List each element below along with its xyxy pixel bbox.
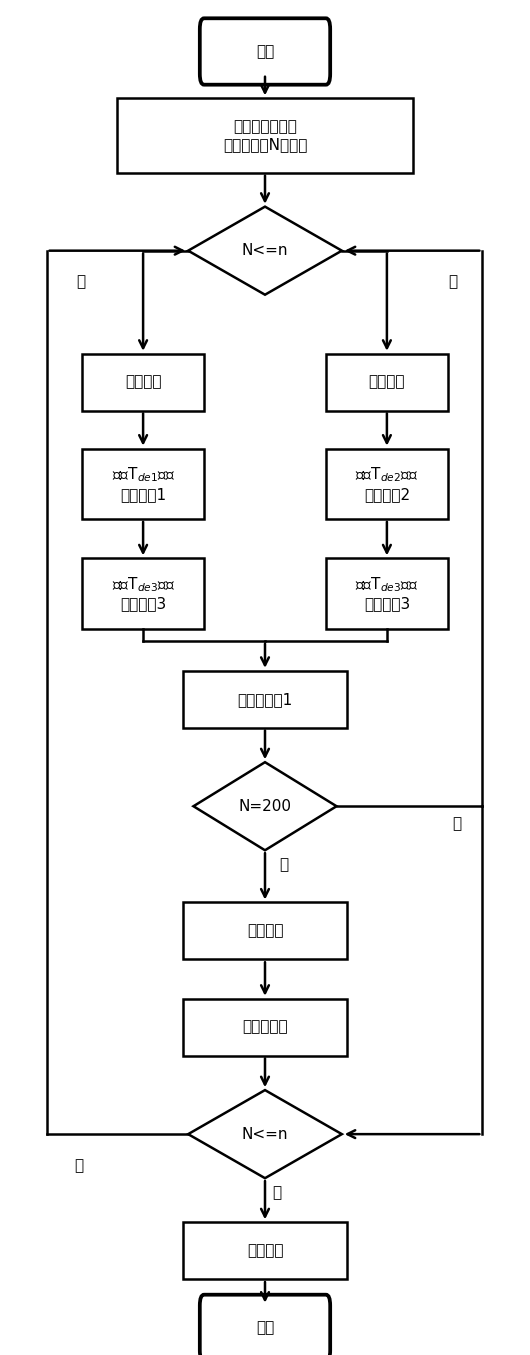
Polygon shape [193, 762, 337, 851]
Text: 延时T$_{de2}$开启
探测窗口2: 延时T$_{de2}$开启 探测窗口2 [355, 466, 419, 501]
Bar [183, 902, 347, 959]
Bar [82, 449, 204, 519]
Text: 延时T$_{de3}$开启
探测窗口3: 延时T$_{de3}$开启 探测窗口3 [111, 576, 175, 611]
FancyBboxPatch shape [200, 1295, 330, 1355]
Text: 开始: 开始 [256, 43, 274, 60]
FancyBboxPatch shape [200, 19, 330, 84]
Text: 否: 否 [448, 274, 458, 290]
Text: 激光激发: 激光激发 [125, 374, 161, 390]
Bar [326, 449, 448, 519]
Bar [326, 354, 448, 411]
Text: 是: 是 [74, 1157, 83, 1173]
Text: 探测次数加1: 探测次数加1 [237, 691, 293, 707]
Text: 数据读出: 数据读出 [247, 923, 283, 939]
Text: 是: 是 [76, 274, 85, 290]
Text: 延时T$_{de3}$开启
探测窗口3: 延时T$_{de3}$开启 探测窗口3 [355, 576, 419, 611]
Text: 结束: 结束 [256, 1320, 274, 1336]
Text: 延时T$_{de1}$开启
探测窗口1: 延时T$_{de1}$开启 探测窗口1 [111, 466, 175, 501]
Text: N=200: N=200 [238, 798, 292, 814]
Bar [183, 999, 347, 1056]
Bar [326, 558, 448, 629]
Bar [82, 558, 204, 629]
Text: 数据读出: 数据读出 [247, 1243, 283, 1259]
Text: 像素计数器清零
探测次数（N）置零: 像素计数器清零 探测次数（N）置零 [223, 119, 307, 152]
Text: 激光激发: 激光激发 [369, 374, 405, 390]
Text: N<=n: N<=n [242, 243, 288, 259]
Text: 是: 是 [279, 856, 288, 873]
Bar [183, 1222, 347, 1279]
Bar [183, 671, 347, 728]
Text: N<=n: N<=n [242, 1126, 288, 1142]
Bar [82, 354, 204, 411]
Text: 计数器清零: 计数器清零 [242, 1019, 288, 1035]
Polygon shape [188, 207, 342, 295]
Polygon shape [188, 1089, 342, 1177]
Text: 否: 否 [452, 816, 462, 832]
Text: 否: 否 [272, 1184, 282, 1201]
Bar [117, 98, 413, 172]
